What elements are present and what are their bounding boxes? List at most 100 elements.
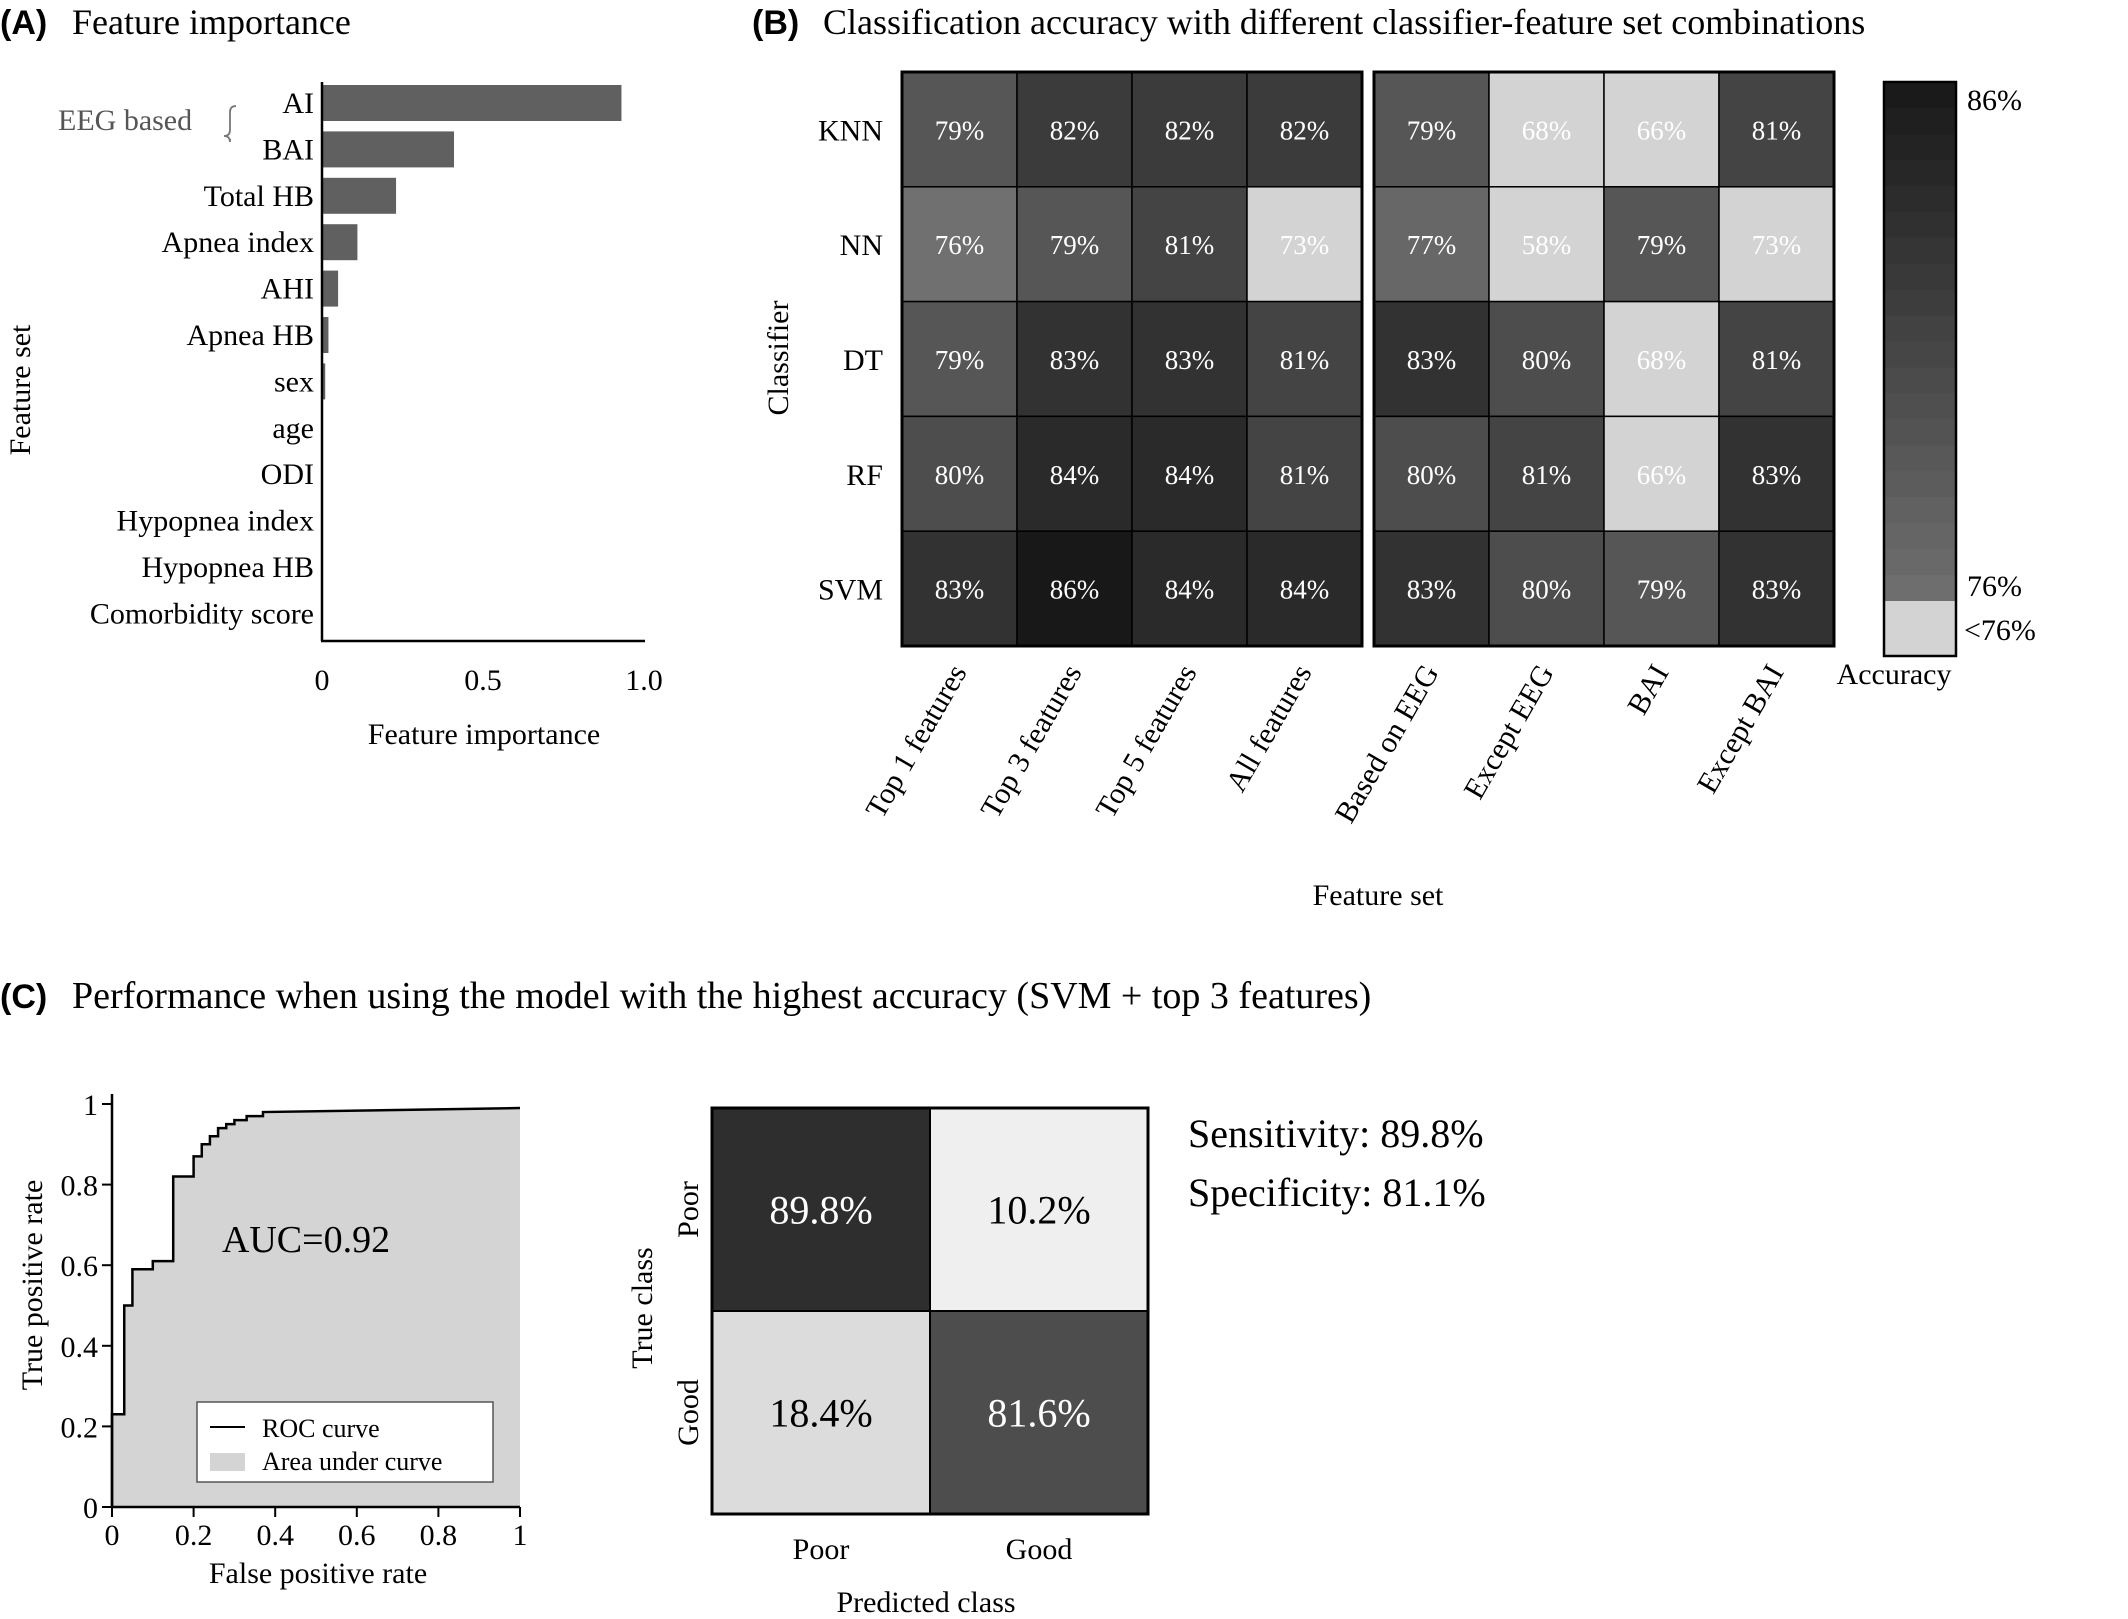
feature-set-label-except-bai: Except BAI	[1691, 659, 1791, 799]
heatmap-cell-knn-bai	[1603, 71, 1720, 188]
heatmap-cell-value: 82%	[1280, 115, 1330, 145]
roc-y-tick-label: 1	[83, 1089, 98, 1122]
bar-ai	[322, 85, 622, 121]
feature-set-label-top-5-features: Top 5 features	[1089, 659, 1203, 824]
heatmap-cell-knn-top-1-features	[901, 71, 1018, 188]
confusion-matrix-frame	[710, 1106, 1150, 1516]
colorbar-tick-below: <76%	[1964, 614, 2036, 647]
heatmap-cell-value: 66%	[1637, 460, 1687, 490]
heatmap-cell-dt-top-1-features	[901, 300, 1018, 418]
roc-x-tick-label: 0	[105, 1519, 120, 1552]
confusion-cell-value: 89.8%	[769, 1188, 872, 1233]
panel-a-title: Feature importance	[72, 2, 351, 42]
classifier-label-rf: RF	[846, 459, 883, 492]
roc-y-tick-label: 0.6	[61, 1250, 99, 1283]
heatmap-cell-value: 81%	[1522, 460, 1572, 490]
sensitivity-text: Sensitivity: 89.8%	[1188, 1111, 1484, 1156]
colorbar-segment	[1884, 393, 1956, 420]
heatmap-cell-dt-all-features	[1246, 300, 1363, 418]
predicted-class-label-good: Good	[1006, 1533, 1073, 1566]
heatmap-cell-dt-except-bai	[1718, 300, 1835, 418]
feature-labels: AI BAI Total HB Apnea index AHI Apnea HB sex ag…	[90, 87, 314, 630]
heatmap-cell-value: 84%	[1165, 575, 1215, 605]
heatmap-cell-nn-all-features	[1246, 186, 1363, 303]
heatmap-cell-nn-except-bai	[1718, 186, 1835, 303]
heatmap-cell-value: 76%	[935, 230, 985, 260]
feature-label-hypopnea-index: Hypopnea index	[117, 505, 314, 538]
heatmap-cell-value: 81%	[1280, 345, 1330, 375]
confusion-cell-good-poor	[711, 1310, 931, 1515]
roc-x-tick-label: 0.8	[420, 1519, 458, 1552]
heatmap-cell-knn-top-5-features	[1131, 71, 1248, 188]
accuracy-heatmap: 79% 82% 82% 82% 79% 68% 66% 81% 76% 79% 81% 73% 77% 5…	[901, 71, 1835, 647]
heatmap-cell-value: 79%	[1407, 115, 1457, 145]
colorbar-segment	[1884, 341, 1956, 369]
feature-label-ahi: AHI	[261, 273, 314, 306]
colorbar-segment	[1884, 289, 1956, 317]
heatmap-cell-svm-except-eeg	[1488, 530, 1605, 647]
colorbar-segment	[1884, 471, 1956, 498]
x-tick-label: 0	[315, 664, 330, 697]
colorbar-segment	[1884, 82, 1956, 109]
heatmap-cell-value: 68%	[1637, 345, 1687, 375]
colorbar-label: Accuracy	[1837, 658, 1952, 691]
panel-b-title: Classification accuracy with different c…	[823, 2, 1865, 42]
heatmap-cell-value: 86%	[1050, 575, 1100, 605]
heatmap-cell-value: 84%	[1050, 460, 1100, 490]
x-tick-label: 0.5	[464, 664, 502, 697]
roc-legend: ROC curve Area under curve	[196, 1401, 494, 1483]
colorbar-segment	[1884, 367, 1956, 394]
heatmap-cell-value: 83%	[1407, 345, 1457, 375]
classifier-label-dt: DT	[843, 344, 883, 377]
panel-b-ylabel: Classifier	[762, 301, 795, 416]
feature-label-apnea-index: Apnea index	[162, 226, 314, 259]
heatmap-cell-value: 73%	[1752, 230, 1802, 260]
heatmap-cell-value: 80%	[1522, 575, 1572, 605]
roc-y-tick-label: 0.8	[61, 1170, 99, 1203]
feature-label-odi: ODI	[261, 458, 314, 491]
heatmap-cell-rf-except-bai	[1718, 415, 1835, 532]
heatmap-cell-value: 79%	[1637, 230, 1687, 260]
bar-ahi	[322, 270, 339, 307]
heatmap-cell-value: 83%	[1752, 460, 1802, 490]
feature-set-label-based-on-eeg: Based on EEG	[1329, 659, 1446, 828]
heatmap-cell-value: 68%	[1522, 115, 1572, 145]
heatmap-cell-value: 73%	[1280, 230, 1330, 260]
colorbar-segment	[1884, 549, 1956, 576]
heatmap-cell-value: 81%	[1752, 345, 1802, 375]
feature-label-hypopnea-hb: Hypopnea HB	[142, 551, 314, 584]
roc-y-tick-label: 0	[83, 1492, 98, 1525]
heatmap-cell-value: 83%	[1407, 575, 1457, 605]
heatmap-cell-rf-bai	[1603, 415, 1720, 532]
predicted-class-label-poor: Poor	[793, 1533, 850, 1566]
heatmap-cell-value: 81%	[1280, 460, 1330, 490]
panel-c-title: Performance when using the model with th…	[72, 975, 1371, 1017]
panel-a: (A) Feature importance AI BAI Total HB Apne…	[0, 2, 663, 751]
roc-x-tick-label: 0.4	[256, 1519, 294, 1552]
heatmap-cell-value: 84%	[1165, 460, 1215, 490]
heatmap-cell-nn-except-eeg	[1488, 186, 1605, 303]
feature-set-label-all-features: All features	[1220, 659, 1319, 797]
heatmap-cell-svm-based-on-eeg	[1373, 530, 1490, 647]
colorbar-frame	[1882, 80, 1958, 658]
colorbar-segment	[1884, 185, 1956, 213]
true-class-label-poor: Poor	[672, 1181, 705, 1238]
heatmap-right-frame	[1372, 70, 1836, 648]
panel-a-xlabel: Feature importance	[368, 718, 600, 751]
heatmap-cell-value: 81%	[1752, 115, 1802, 145]
confusion-ylabel: True class	[626, 1247, 659, 1368]
heatmap-cell-dt-bai	[1603, 300, 1720, 418]
eeg-group-bracket	[223, 105, 237, 143]
heatmap-cell-svm-top-5-features	[1131, 530, 1248, 647]
panel-a-ylabel: Feature set	[4, 324, 37, 455]
heatmap-cell-dt-based-on-eeg	[1373, 300, 1490, 418]
heatmap-cell-svm-top-1-features	[901, 530, 1018, 647]
eeg-group-label: EEG based	[58, 104, 192, 137]
feature-importance-bars	[322, 85, 622, 400]
colorbar-tick-max: 86%	[1967, 84, 2022, 117]
roc-ylabel: True positive rate	[16, 1180, 49, 1391]
classifier-label-nn: NN	[840, 229, 883, 262]
heatmap-cell-value: 58%	[1522, 230, 1572, 260]
colorbar-segment	[1884, 575, 1956, 602]
auc-annotation: AUC=0.92	[222, 1219, 390, 1261]
